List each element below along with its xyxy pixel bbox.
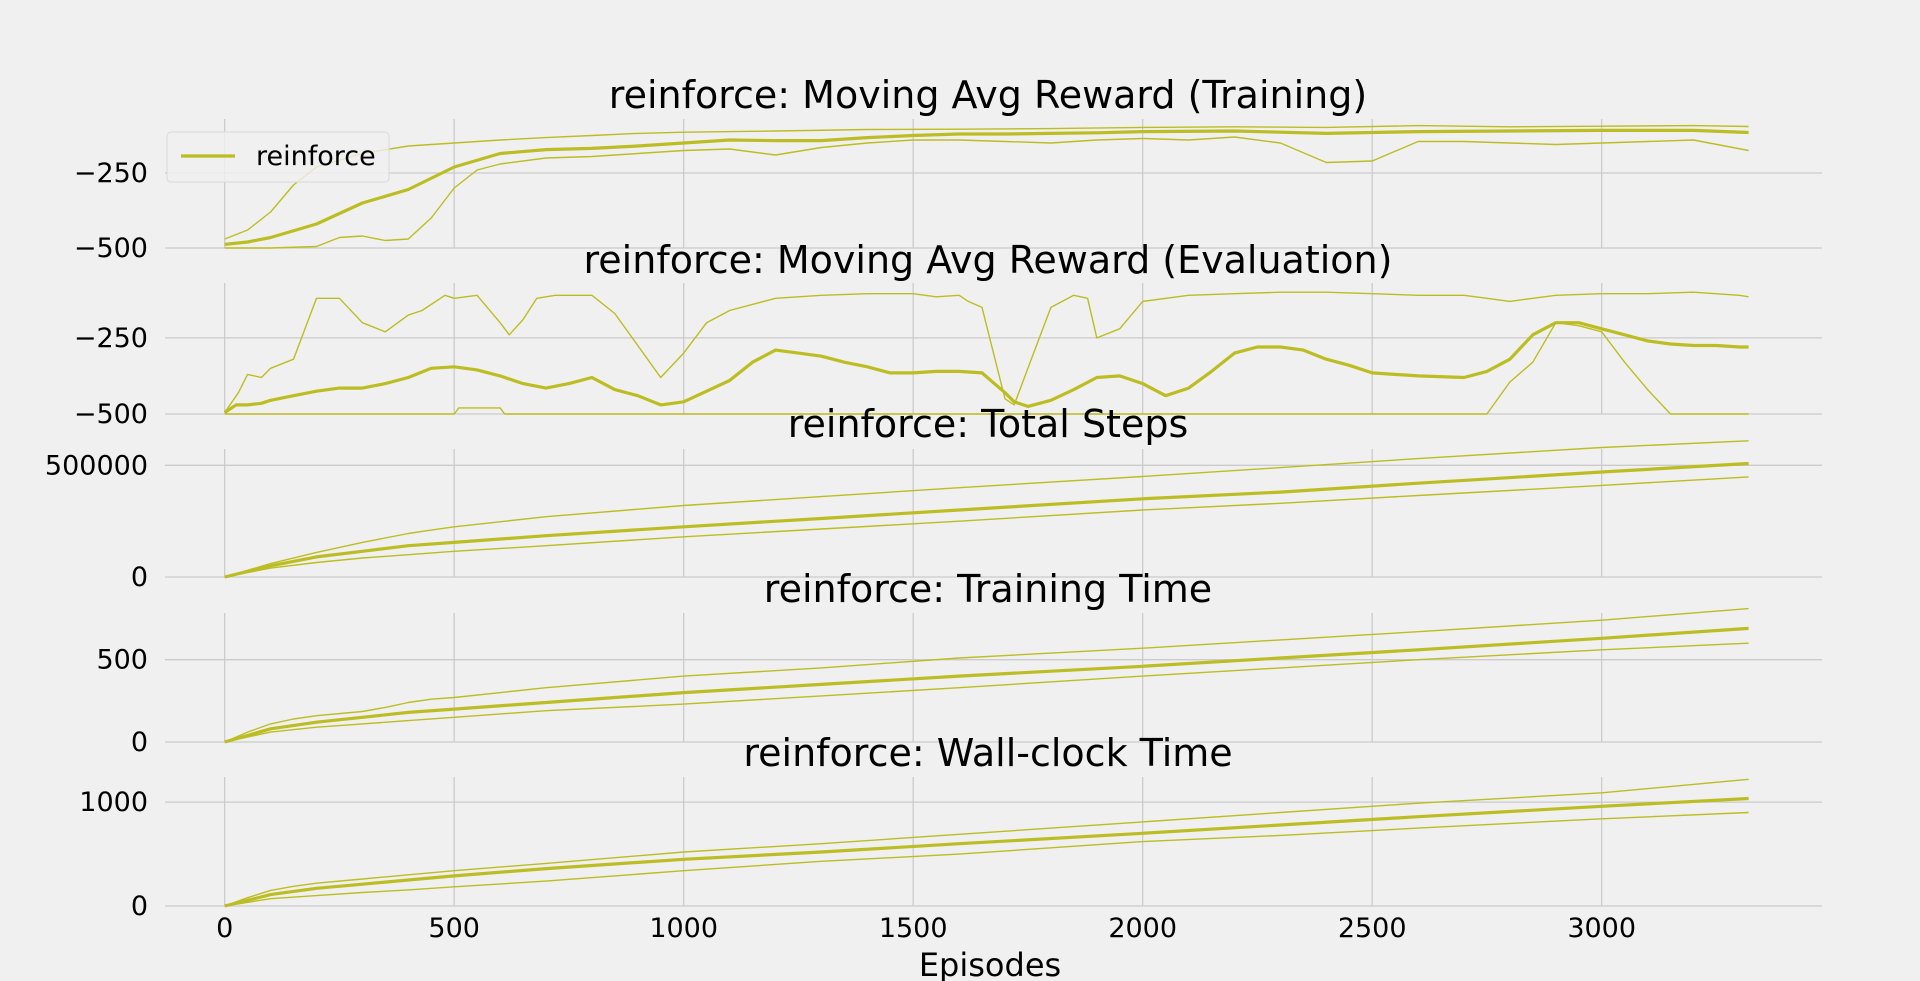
x-tick-label: 2500 — [1338, 913, 1407, 944]
y-tick-label: 0 — [131, 891, 148, 922]
y-tick-label: 500 — [96, 645, 148, 676]
series-line-lower — [224, 322, 1749, 415]
chart-panel-3: 0 500000 reinforce: Total Steps — [45, 402, 1822, 593]
chart-title: reinforce: Moving Avg Reward (Training) — [609, 73, 1367, 117]
y-tick-label: −250 — [74, 158, 148, 189]
x-tick-label: 2000 — [1108, 913, 1177, 944]
legend: reinforce — [166, 131, 390, 183]
x-tick-label: 3000 — [1567, 913, 1636, 944]
series-line-upper — [224, 778, 1749, 907]
series-line-lower — [224, 136, 1749, 249]
chart-panel-4: 0 500 reinforce: Training Time — [96, 567, 1822, 758]
x-tick-label: 1000 — [649, 913, 718, 944]
y-tick-label: −500 — [74, 233, 148, 264]
series-line-upper — [224, 291, 1749, 413]
y-tick-label: 0 — [131, 727, 148, 758]
x-tick-label: 500 — [428, 913, 480, 944]
y-tick-label: 500000 — [45, 450, 148, 481]
chart-panel-5: 0 1000 reinforce: Wall-clock Time 0 500 1000 1… — [79, 731, 1822, 944]
legend-box — [166, 131, 390, 183]
series-line-mean — [224, 461, 1749, 579]
y-tick-label: −250 — [74, 323, 148, 354]
series-line-mean — [224, 796, 1749, 908]
series-line-mean — [224, 626, 1749, 744]
chart-title: reinforce: Training Time — [764, 567, 1212, 611]
y-tick-label: −500 — [74, 399, 148, 430]
chart-panel-1: −250 −500 reinforce: Moving Avg Reward (Tr… — [74, 73, 1822, 264]
x-tick-label: 1500 — [879, 913, 948, 944]
series-line-upper — [224, 607, 1749, 743]
chart-title: reinforce: Wall-clock Time — [743, 731, 1232, 775]
series-line-lower — [224, 476, 1749, 578]
series-line-mean — [224, 128, 1749, 246]
series-line-mean — [223, 321, 1749, 414]
y-tick-label: 1000 — [79, 787, 148, 818]
series-line-lower — [224, 642, 1749, 743]
series-line-lower — [224, 811, 1749, 907]
y-tick-label: 0 — [131, 562, 148, 593]
chart-panel-2: −250 −500 reinforce: Moving Avg Reward (Ev… — [74, 238, 1822, 430]
series-line-upper — [224, 440, 1749, 578]
chart-title: reinforce: Total Steps — [788, 402, 1189, 446]
legend-label: reinforce — [256, 141, 376, 172]
chart-title: reinforce: Moving Avg Reward (Evaluation… — [584, 238, 1393, 282]
x-tick-label: 0 — [216, 913, 233, 944]
x-axis-label: Episodes — [919, 946, 1061, 981]
